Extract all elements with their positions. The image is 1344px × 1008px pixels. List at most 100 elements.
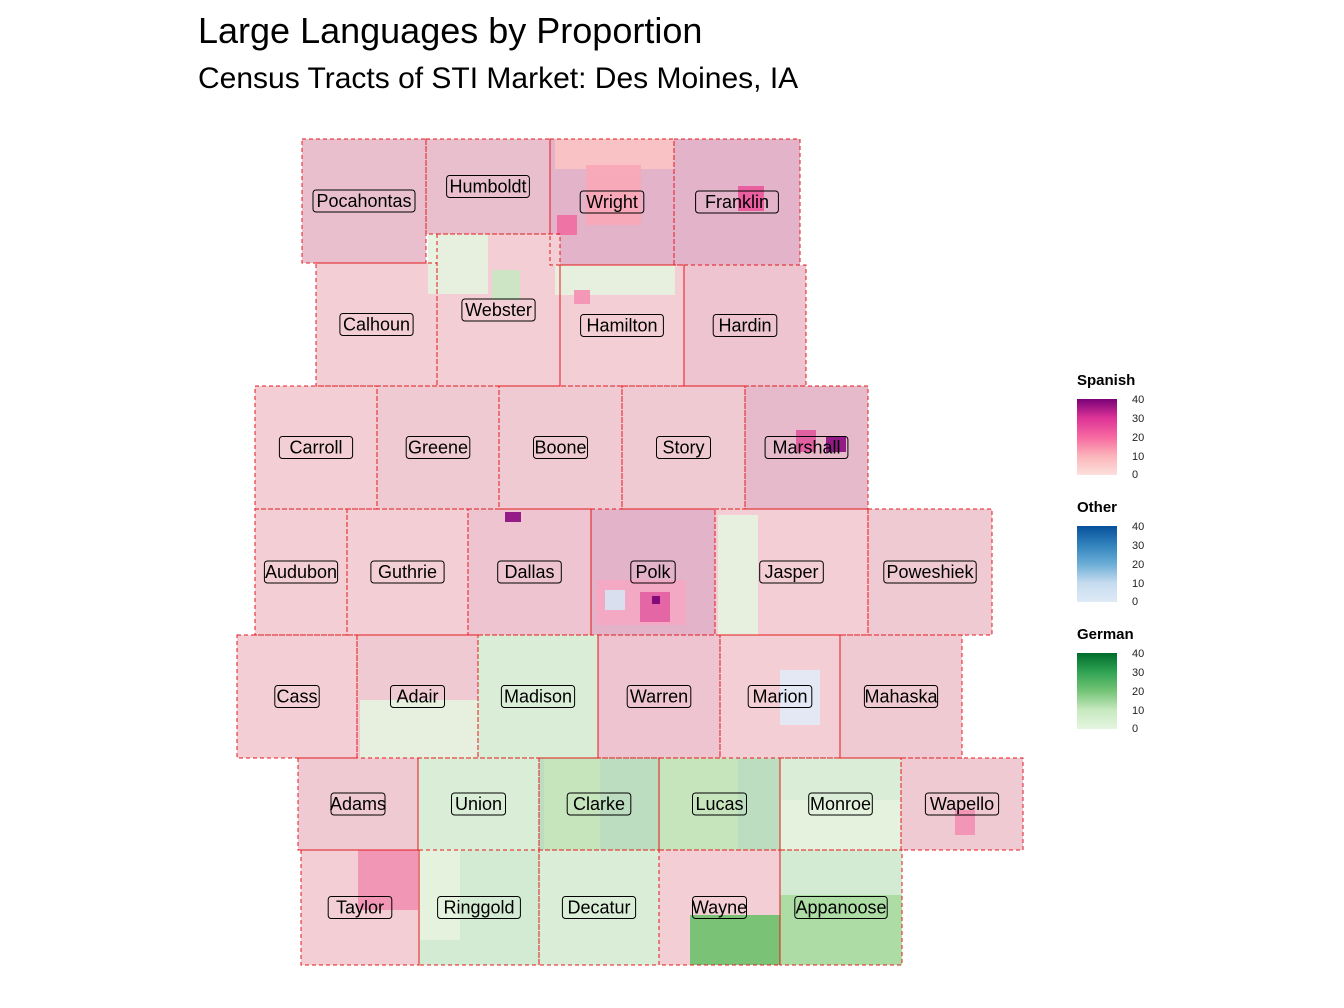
county-poweshiek <box>867 508 993 636</box>
county-border <box>236 634 358 759</box>
county-label-box <box>451 792 506 816</box>
tract-patch <box>586 165 641 225</box>
county-border <box>658 757 781 851</box>
county-border <box>559 264 685 387</box>
county-union <box>417 757 540 851</box>
county-label: Wright <box>586 192 638 212</box>
county-label-box <box>883 560 977 584</box>
tract-patch <box>428 234 488 294</box>
county-label: Audubon <box>265 562 337 582</box>
county-label: Marion <box>752 687 807 707</box>
county-border <box>300 849 420 966</box>
tract-patch <box>738 186 764 211</box>
county-label: Dallas <box>504 562 554 582</box>
tract-patch <box>652 596 660 604</box>
county-border <box>538 757 660 851</box>
legend-german: German 40 30 20 10 0 <box>1077 626 1144 735</box>
county-label: Hamilton <box>586 316 657 336</box>
tract-patch <box>555 265 675 295</box>
county-label: Lucas <box>695 794 743 814</box>
tract-patch <box>544 758 600 850</box>
county-label: Franklin <box>705 192 769 212</box>
county-label-box <box>630 560 676 584</box>
county-label-box <box>405 436 471 459</box>
tract-patch <box>796 430 816 452</box>
county-label-box <box>692 792 747 816</box>
county-audubon <box>254 508 348 636</box>
county-border <box>779 849 903 966</box>
county-label: Adair <box>396 687 438 707</box>
county-label: Ringgold <box>443 898 514 918</box>
county-label-box <box>370 560 445 584</box>
county-border <box>297 757 419 851</box>
county-label: Clarke <box>573 794 625 814</box>
county-label: Wapello <box>930 794 994 814</box>
county-label-box <box>330 792 386 816</box>
county-label: Taylor <box>336 898 384 918</box>
county-label-box <box>500 685 576 708</box>
tract-patch <box>826 436 846 452</box>
county-border <box>301 138 427 264</box>
county-label: Polk <box>635 562 671 582</box>
county-label-box <box>446 175 530 198</box>
county-label-box <box>339 313 414 336</box>
legend-other-bar <box>1077 526 1117 602</box>
county-label: Union <box>455 794 502 814</box>
county-label: Mahaska <box>864 687 938 707</box>
county-label-box <box>626 685 692 708</box>
county-label: Greene <box>408 438 468 458</box>
county-label-box <box>712 314 778 337</box>
county-label: Boone <box>534 438 586 458</box>
county-pocahontas <box>301 138 427 264</box>
tract-patch <box>492 270 520 300</box>
tract-patch <box>358 850 418 910</box>
county-label: Adams <box>330 794 386 814</box>
county-label: Monroe <box>810 794 871 814</box>
legend-spanish-tick: 20 <box>1132 432 1145 444</box>
tract-patch <box>505 512 521 522</box>
tract-patch <box>781 800 901 850</box>
county-label: Story <box>662 438 704 458</box>
tract-patch <box>574 290 590 304</box>
county-label-box <box>497 560 562 584</box>
county-label-box <box>924 792 1000 816</box>
map-subtitle: Census Tracts of STI Market: Des Moines,… <box>198 62 799 95</box>
county-label-box <box>692 896 747 919</box>
county-label: Carroll <box>289 438 342 458</box>
county-border <box>418 849 540 966</box>
county-label: Hardin <box>718 316 771 336</box>
tract-patch <box>420 850 460 940</box>
county-label-box <box>533 436 588 459</box>
county-label: Wayne <box>692 898 747 918</box>
legend-other-tick: 20 <box>1132 559 1145 571</box>
legend-spanish-tick: 10 <box>1132 451 1145 463</box>
county-label-box <box>695 190 779 214</box>
county-label-box <box>579 190 645 214</box>
tract-patch <box>360 700 478 758</box>
county-label-box <box>764 436 849 459</box>
county-label: Cass <box>276 687 317 707</box>
county-label-box <box>656 436 711 459</box>
legend-other-tick: 30 <box>1132 540 1145 552</box>
legend-german-title: German <box>1077 626 1134 643</box>
legend-spanish: Spanish 40 30 20 10 0 <box>1077 372 1144 481</box>
tract-patch <box>955 810 975 835</box>
tract-patch <box>780 895 902 965</box>
county-label: Jasper <box>764 562 818 582</box>
county-border <box>597 634 721 759</box>
county-label-box <box>747 685 813 708</box>
legend-spanish-bar <box>1077 399 1117 475</box>
county-hardin <box>683 264 807 387</box>
county-label: Appanoose <box>795 898 886 918</box>
county-dallas <box>467 508 592 636</box>
county-label: Guthrie <box>378 562 437 582</box>
county-cass <box>236 634 358 759</box>
county-border <box>779 757 902 851</box>
county-label: Warren <box>630 687 688 707</box>
county-border <box>839 634 963 759</box>
county-label: Marshall <box>772 438 840 458</box>
legend-german-tick: 40 <box>1132 648 1145 660</box>
county-label: Webster <box>465 300 532 320</box>
county-mahaska <box>839 634 963 759</box>
